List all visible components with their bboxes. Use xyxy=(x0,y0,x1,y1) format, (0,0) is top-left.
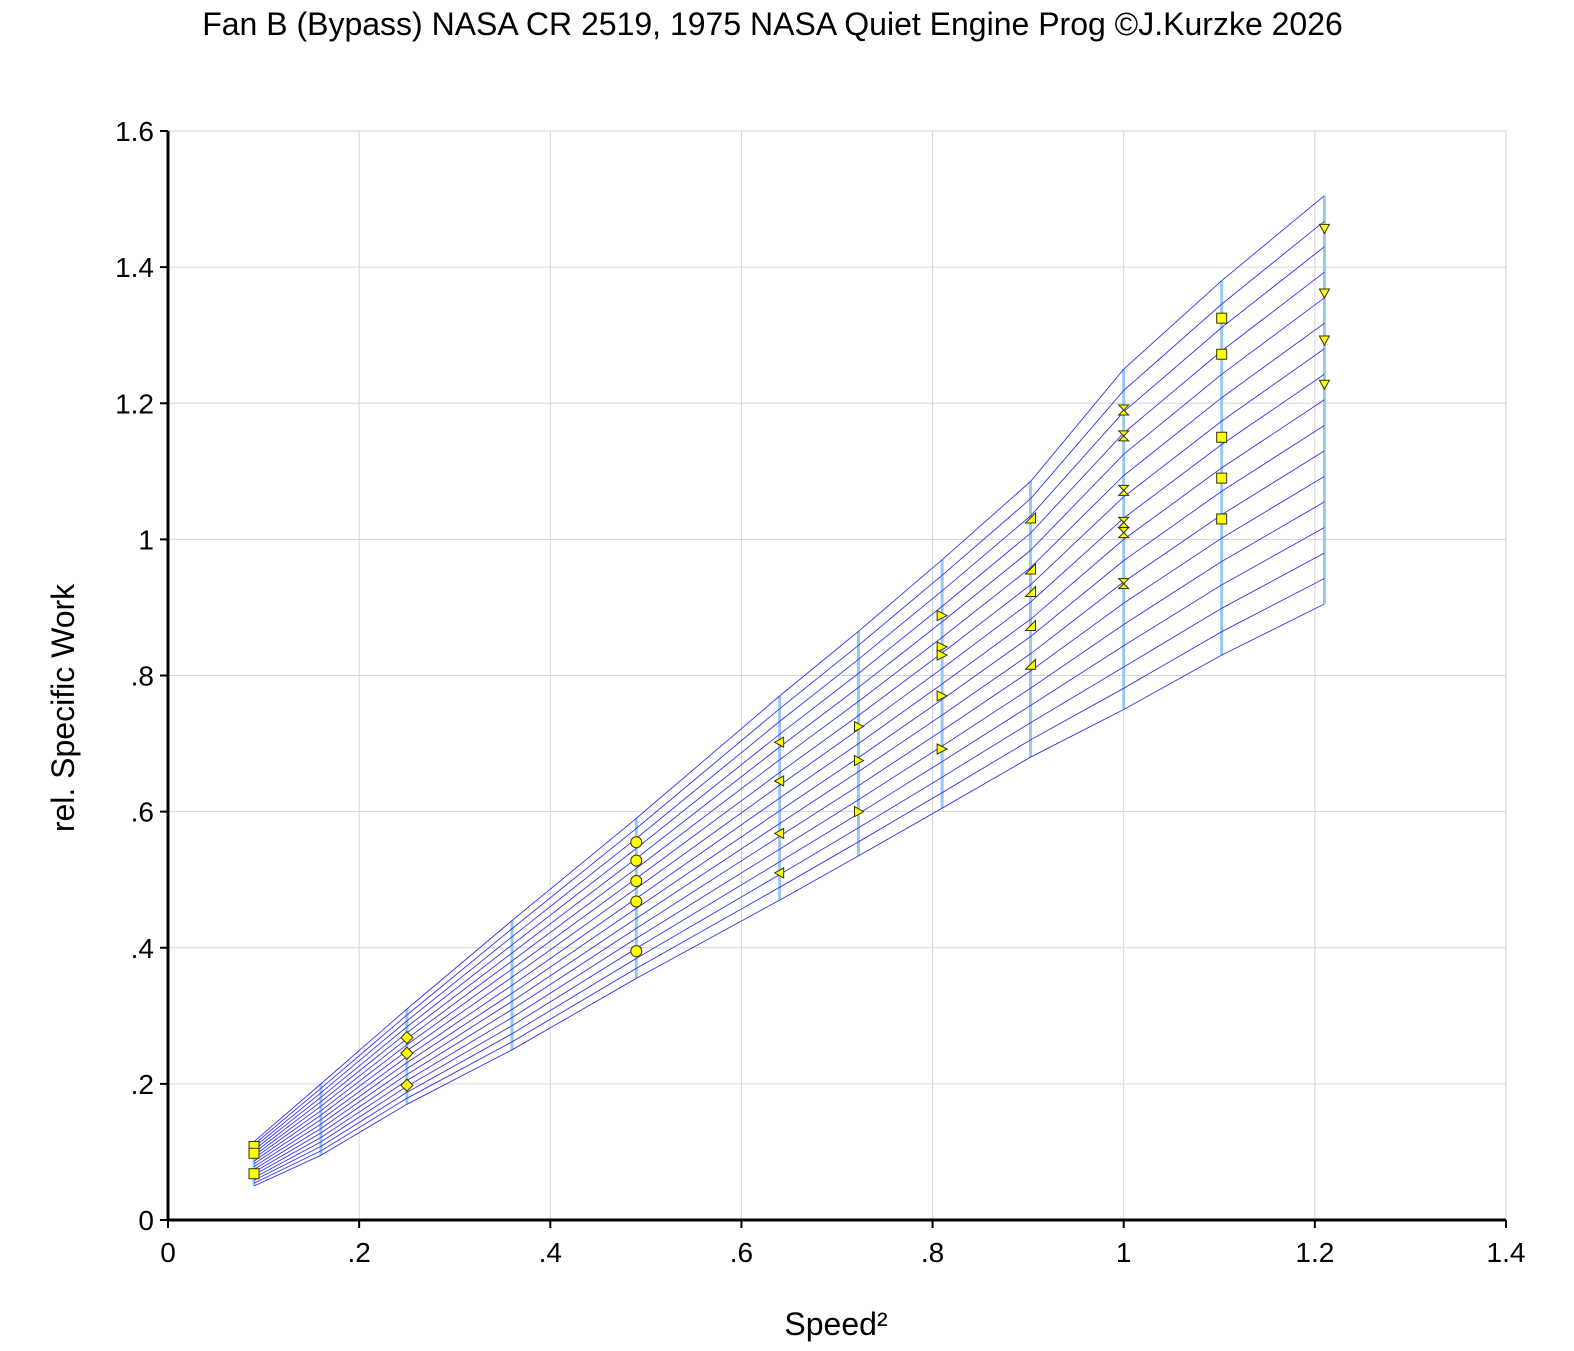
marker-triangle-nw xyxy=(1024,585,1037,597)
tick-labels-layer: 0 .2 .4 .6 .8 1 1.2 1.4 0 .2 .4 .6 .8 1 1.2 1.4 1.6 xyxy=(115,116,1525,1268)
marker-triangle-left xyxy=(773,867,785,879)
y-tick-label: .4 xyxy=(131,933,154,964)
marker-square xyxy=(1216,431,1228,443)
x-tick-label: 0 xyxy=(160,1237,176,1268)
marker-triangle-nw xyxy=(1024,619,1037,631)
marker-triangle-down xyxy=(1318,335,1331,346)
marker-triangle-nw xyxy=(1024,562,1037,575)
marker-hourglass xyxy=(1117,404,1130,416)
beta-line xyxy=(253,399,1325,1165)
beta-lines-layer xyxy=(253,195,1325,1187)
beta-line xyxy=(253,552,1325,1181)
x-tick-label: 1.4 xyxy=(1487,1237,1526,1268)
marker-square xyxy=(1216,348,1228,360)
marker-triangle-right xyxy=(854,720,865,733)
y-tick-label: .2 xyxy=(131,1069,154,1100)
marker-circle xyxy=(630,836,643,849)
marker-triangle-left xyxy=(773,775,785,787)
marker-square xyxy=(248,1168,260,1180)
marker-triangle-ne xyxy=(936,649,949,661)
x-axis-label: Speed² xyxy=(784,1306,888,1342)
x-tick-label: .2 xyxy=(347,1237,370,1268)
marker-triangle-down xyxy=(1318,379,1331,391)
marker-diamond xyxy=(400,1078,414,1092)
marker-triangle-nw xyxy=(1024,658,1037,670)
beta-line xyxy=(253,476,1325,1173)
marker-hourglass xyxy=(1117,578,1130,590)
marker-triangle-nw xyxy=(1024,511,1037,524)
marker-hourglass xyxy=(1117,430,1130,442)
marker-circle xyxy=(630,895,643,908)
beta-line xyxy=(253,373,1325,1162)
chart-title: Fan B (Bypass) NASA CR 2519, 1975 NASA Q… xyxy=(202,6,1343,42)
grid-layer xyxy=(168,130,1507,1220)
y-axis-label: rel. Specific Work xyxy=(45,583,81,832)
marker-square xyxy=(1216,472,1228,484)
beta-line xyxy=(253,527,1325,1179)
x-tick-label: .8 xyxy=(921,1237,944,1268)
marker-square xyxy=(1216,513,1228,525)
beta-line xyxy=(253,501,1325,1176)
x-tick-label: .6 xyxy=(730,1237,753,1268)
beta-line xyxy=(253,195,1325,1143)
axes-layer xyxy=(160,130,1507,1228)
marker-circle xyxy=(630,945,643,958)
marker-triangle-down xyxy=(1318,288,1331,300)
marker-triangle-down xyxy=(1318,223,1331,235)
marker-triangle-ne xyxy=(936,609,949,622)
beta-line xyxy=(253,578,1325,1184)
beta-line xyxy=(253,297,1325,1154)
marker-triangle-right xyxy=(854,805,865,818)
x-tick-label: .4 xyxy=(539,1237,562,1268)
beta-line xyxy=(253,220,1325,1145)
marker-triangle-left xyxy=(773,827,785,840)
marker-square xyxy=(248,1147,260,1159)
data-markers-layer xyxy=(248,223,1331,1180)
beta-line xyxy=(253,271,1325,1151)
y-tick-label: .8 xyxy=(131,661,154,692)
marker-square xyxy=(1216,312,1228,324)
marker-diamond xyxy=(400,1030,414,1045)
marker-circle xyxy=(630,854,643,867)
x-tick-label: 1 xyxy=(1116,1237,1132,1268)
beta-line xyxy=(253,246,1325,1148)
beta-line xyxy=(253,450,1325,1170)
y-tick-label: .6 xyxy=(131,797,154,828)
y-tick-label: 0 xyxy=(138,1205,154,1236)
marker-triangle-right xyxy=(854,754,865,767)
marker-hourglass xyxy=(1117,527,1130,539)
y-tick-label: 1.6 xyxy=(115,116,154,147)
marker-triangle-ne xyxy=(936,743,949,755)
marker-triangle-left xyxy=(773,736,785,749)
beta-line xyxy=(253,603,1325,1187)
beta-line xyxy=(253,322,1325,1156)
y-tick-label: 1.2 xyxy=(115,388,154,419)
y-tick-label: 1 xyxy=(138,524,154,555)
x-tick-label: 1.2 xyxy=(1295,1237,1334,1268)
marker-diamond xyxy=(400,1046,414,1060)
marker-hourglass xyxy=(1117,516,1130,528)
marker-circle xyxy=(630,875,643,888)
marker-hourglass xyxy=(1117,484,1130,496)
y-tick-label: 1.4 xyxy=(115,252,154,283)
marker-triangle-ne xyxy=(936,641,949,653)
beta-line xyxy=(253,348,1325,1159)
speed-lines-layer xyxy=(252,195,1326,1186)
beta-line xyxy=(253,425,1325,1167)
marker-triangle-ne xyxy=(936,690,949,702)
